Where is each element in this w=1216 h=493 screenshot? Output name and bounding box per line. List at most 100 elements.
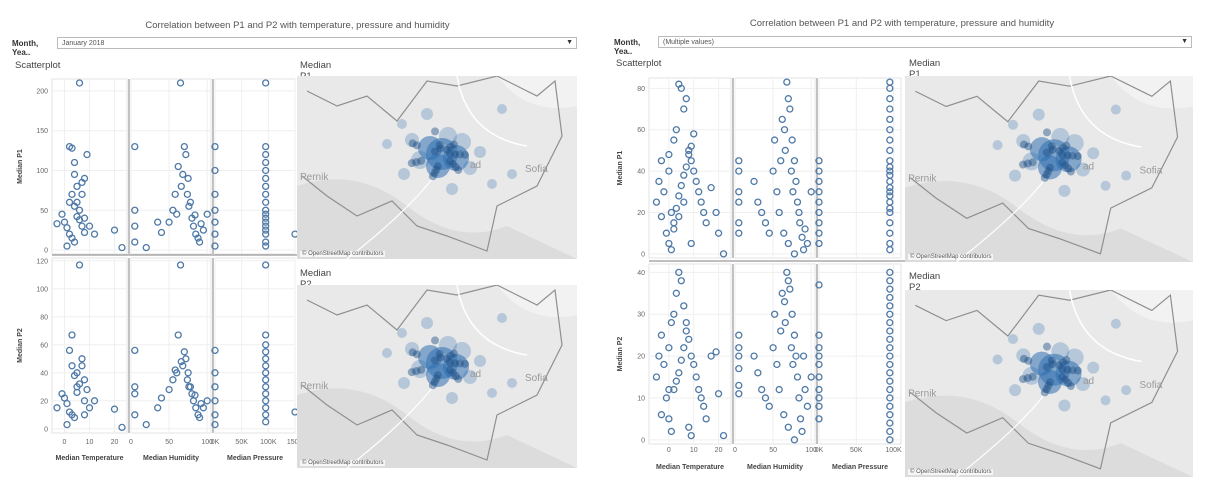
heat-point (430, 377, 439, 386)
data-point (886, 163, 894, 171)
data-point (886, 369, 894, 377)
data-point (815, 394, 823, 402)
map-attribution[interactable]: © OpenStreetMap contributors (300, 251, 386, 257)
map-label-pernik: Pernik (300, 172, 329, 183)
map-median-p1[interactable]: Pernik Sofia ad © OpenStreetMap contributo… (905, 76, 1193, 262)
data-point (670, 385, 678, 394)
data-point (735, 381, 743, 390)
data-point (211, 420, 219, 429)
y-tick-label: 80 (40, 314, 48, 321)
x-tick-label: 0K (211, 439, 220, 446)
heat-blob (397, 119, 407, 129)
data-point (670, 310, 678, 318)
heat-blob (487, 388, 497, 398)
map-label-pernik: Pernik (300, 381, 329, 392)
heat-point (412, 158, 421, 167)
map-median-p1[interactable]: Pernik Sofia ad © OpenStreetMap contributo… (297, 76, 577, 259)
scatter-panel (648, 77, 732, 259)
x-axis-title: Median Temperature (56, 455, 124, 462)
heat-point (1023, 159, 1032, 168)
month-filter-dropdown[interactable]: (Multiple values) ▼ (658, 36, 1192, 48)
data-point (700, 402, 708, 410)
dropdown-arrow-icon[interactable]: ▼ (1181, 38, 1188, 45)
region-border (909, 76, 1179, 255)
data-point (131, 383, 139, 391)
heat-blob (1121, 385, 1132, 396)
data-point (886, 78, 894, 86)
data-point (784, 95, 792, 103)
data-point (262, 210, 270, 218)
heat-point (454, 165, 463, 174)
data-point (262, 218, 270, 226)
data-point (886, 115, 894, 124)
data-point (174, 162, 182, 171)
heat-blob (992, 354, 1003, 365)
data-point (203, 397, 211, 405)
heat-point (1073, 366, 1082, 375)
heat-point (1042, 148, 1051, 157)
data-point (142, 420, 150, 429)
data-point (680, 344, 688, 352)
map-layer: Pernik Sofia ad (905, 290, 1193, 477)
month-filter-dropdown[interactable]: January 2018 ▼ (57, 37, 577, 49)
filter-value: January 2018 (62, 40, 105, 47)
heat-point (1063, 151, 1072, 160)
data-point (796, 415, 805, 423)
y-tick-label: 20 (637, 210, 645, 217)
heat-blob (411, 151, 429, 169)
data-point (675, 268, 683, 277)
heat-point (454, 374, 463, 383)
data-point (65, 198, 74, 206)
data-point (262, 383, 270, 391)
y-tick-label: 120 (36, 258, 48, 265)
heat-point (1061, 161, 1070, 170)
heat-point (446, 359, 454, 367)
data-point (184, 369, 192, 377)
heat-blob (382, 139, 392, 149)
data-point (262, 348, 270, 356)
data-point (886, 352, 894, 360)
data-point (886, 229, 894, 237)
data-point (735, 167, 743, 175)
data-point (675, 369, 683, 377)
data-point (735, 219, 743, 227)
data-point (131, 222, 139, 230)
data-point (707, 184, 715, 192)
terrain-shade (297, 388, 577, 468)
data-point (803, 239, 812, 248)
map-attribution[interactable]: © OpenStreetMap contributors (908, 469, 994, 475)
data-point (886, 105, 894, 113)
map-median-p2[interactable]: Pernik Sofia ad © OpenStreetMap contributo… (297, 285, 577, 468)
data-point (690, 130, 698, 138)
dropdown-arrow-icon[interactable]: ▼ (566, 39, 573, 46)
map-attribution[interactable]: © OpenStreetMap contributors (300, 460, 386, 466)
heat-blob (1051, 127, 1070, 146)
data-point (789, 188, 797, 196)
data-point (262, 390, 270, 398)
region-border (909, 290, 1179, 470)
data-point (672, 377, 680, 385)
map-attribution[interactable]: © OpenStreetMap contributors (908, 254, 994, 260)
heat-point (446, 150, 454, 158)
data-point (199, 226, 208, 234)
data-point (761, 219, 770, 227)
data-point (815, 219, 823, 227)
data-point (815, 188, 823, 196)
heat-blob (1065, 348, 1084, 367)
terrain-shade (905, 395, 1193, 477)
data-point (735, 188, 743, 196)
data-point (191, 211, 199, 219)
heat-point (1045, 378, 1054, 387)
heat-point (448, 369, 457, 378)
data-point (886, 268, 894, 277)
data-point (784, 423, 792, 431)
dashboard-title: Correlation between P1 and P2 with tempe… (749, 18, 1055, 29)
data-point (667, 208, 676, 217)
map-median-p2[interactable]: Pernik Sofia ad © OpenStreetMap contributo… (905, 290, 1193, 477)
data-point (886, 335, 894, 343)
data-point (682, 327, 690, 335)
data-point (815, 208, 823, 217)
data-point (770, 136, 779, 144)
data-point (211, 383, 219, 391)
data-point (70, 202, 79, 210)
